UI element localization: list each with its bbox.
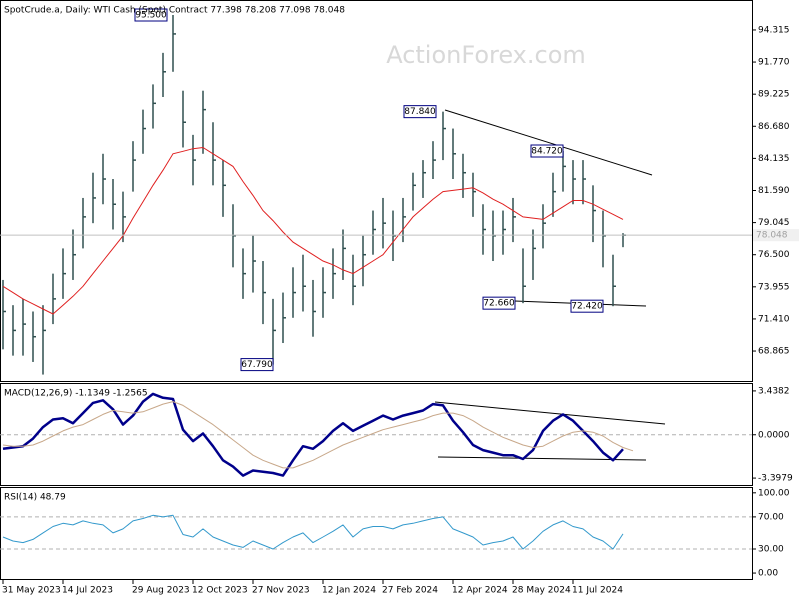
price-annotation-box bbox=[570, 299, 604, 313]
price-annotation: 72.420 bbox=[571, 302, 603, 312]
price-annotation-box bbox=[240, 358, 274, 372]
x-tick-label: 31 May 2023 bbox=[2, 586, 61, 596]
indicator-line bbox=[2, 392, 624, 477]
indicator-line bbox=[2, 401, 634, 469]
x-tick-label: 12 Jan 2024 bbox=[322, 586, 376, 596]
price-annotation-box bbox=[530, 144, 564, 158]
x-tick-label: 27 Feb 2024 bbox=[382, 586, 438, 596]
last-price-box bbox=[753, 229, 799, 242]
y-tick-label: 79.045 bbox=[758, 218, 790, 228]
y-tick-label: 76.500 bbox=[758, 250, 790, 260]
x-tick-label: 14 Jul 2023 bbox=[62, 586, 113, 596]
y-tick-label: 94.315 bbox=[758, 25, 790, 35]
panel-title: MACD(12,26,9) -1.1349 -1.2565 bbox=[4, 389, 148, 399]
price-annotation-box bbox=[482, 296, 516, 310]
y-tick-label: 100.00 bbox=[758, 488, 790, 498]
y-tick-label: 0.0000 bbox=[758, 430, 790, 440]
y-tick-label: 86.680 bbox=[758, 122, 790, 132]
price-annotation: 67.790 bbox=[241, 360, 273, 370]
x-tick-label: 27 Nov 2023 bbox=[252, 586, 310, 596]
y-tick-label: 73.955 bbox=[758, 282, 790, 292]
price-annotation-box bbox=[134, 8, 168, 22]
y-tick-label: 91.770 bbox=[758, 58, 790, 68]
indicator-line bbox=[2, 514, 624, 550]
panel-title: SpotCrude.a, Daily: WTI Cash (Spot) Cont… bbox=[4, 6, 345, 16]
watermark: ActionForex.com bbox=[386, 41, 586, 69]
y-tick-label: 89.225 bbox=[758, 90, 790, 100]
y-tick-label: 30.00 bbox=[758, 544, 784, 554]
price-annotation-box bbox=[403, 105, 437, 119]
x-tick-label: 29 Aug 2023 bbox=[132, 586, 190, 596]
x-tick-label: 28 May 2024 bbox=[512, 586, 571, 596]
price-frame bbox=[0, 0, 753, 382]
rsi-frame bbox=[0, 487, 753, 580]
y-tick-label: 3.4382 bbox=[758, 386, 790, 396]
price-annotation: 84.720 bbox=[531, 147, 563, 157]
y-tick-label: 71.410 bbox=[758, 314, 790, 324]
trendline bbox=[444, 109, 653, 176]
x-tick-label: 12 Oct 2023 bbox=[192, 586, 248, 596]
last-price-label: 78.048 bbox=[756, 231, 788, 241]
trendline bbox=[489, 299, 647, 307]
price-annotation: 72.660 bbox=[483, 299, 515, 309]
price-annotation: 95.500 bbox=[135, 11, 167, 21]
y-tick-label: 68.865 bbox=[758, 347, 790, 357]
trendline bbox=[434, 401, 666, 425]
x-tick-label: 11 Jul 2024 bbox=[572, 586, 623, 596]
y-tick-label: 81.590 bbox=[758, 186, 790, 196]
y-tick-label: -3.3979 bbox=[758, 474, 793, 484]
x-tick-label: 12 Apr 2024 bbox=[452, 586, 508, 596]
y-tick-label: 70.00 bbox=[758, 512, 784, 522]
moving-average bbox=[2, 146, 624, 315]
price-annotation: 87.840 bbox=[404, 107, 436, 117]
y-tick-label: 0.00 bbox=[758, 569, 778, 579]
panel-title: RSI(14) 48.79 bbox=[4, 493, 66, 503]
y-tick-label: 84.135 bbox=[758, 154, 790, 164]
